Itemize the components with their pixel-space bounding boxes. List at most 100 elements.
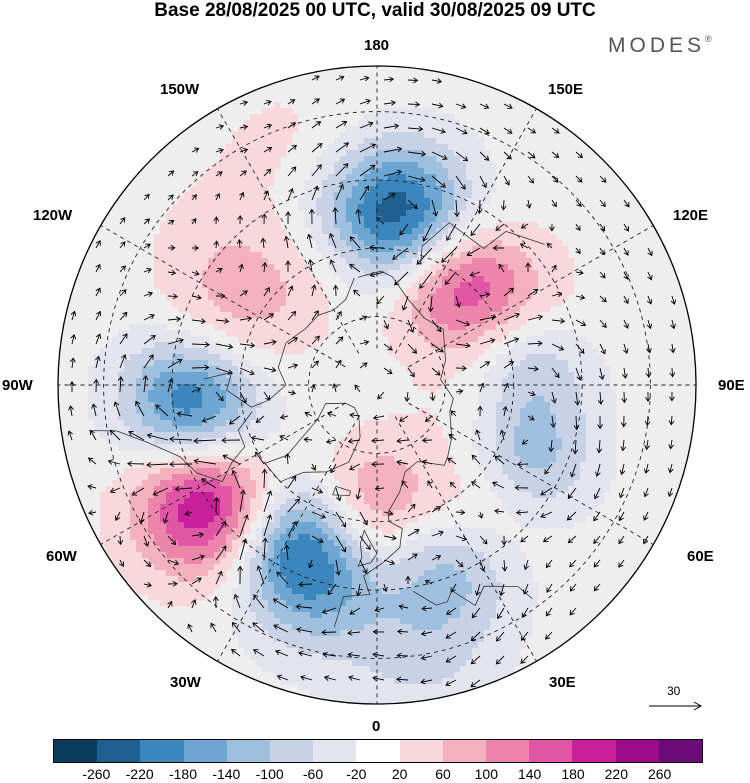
anomaly-cell [160,240,167,247]
anomaly-cell [136,582,143,589]
anomaly-cell [508,234,515,241]
anomaly-cell [322,324,329,331]
anomaly-cell [484,552,491,559]
anomaly-cell [568,342,575,349]
anomaly-cell [454,576,461,583]
anomaly-cell [202,390,209,397]
anomaly-cell [412,420,419,427]
anomaly-cell [106,408,113,415]
anomaly-cell [274,132,281,139]
anomaly-cell [346,132,353,139]
anomaly-cell [328,216,335,223]
anomaly-cell [316,522,323,529]
anomaly-cell [232,618,239,625]
anomaly-cell [400,192,407,199]
anomaly-cell [466,294,473,301]
anomaly-cell [376,180,383,187]
anomaly-cell [142,342,149,349]
anomaly-cell [412,258,419,265]
anomaly-cell [214,258,221,265]
anomaly-cell [316,174,323,181]
anomaly-cell [442,336,449,343]
anomaly-cell [394,234,401,241]
anomaly-cell [94,384,101,391]
anomaly-cell [304,210,311,217]
anomaly-cell [424,312,431,319]
anomaly-cell [274,102,281,109]
anomaly-cell [292,600,299,607]
anomaly-cell [124,420,131,427]
anomaly-cell [562,264,569,271]
anomaly-cell [376,228,383,235]
anomaly-cell [310,222,317,229]
anomaly-cell [274,138,281,145]
anomaly-cell [388,168,395,175]
anomaly-cell [454,162,461,169]
anomaly-cell [202,258,209,265]
anomaly-cell [316,552,323,559]
anomaly-cell [184,504,191,511]
anomaly-cell [568,366,575,373]
anomaly-cell [514,360,521,367]
anomaly-cell [394,240,401,247]
anomaly-cell [136,438,143,445]
anomaly-cell [376,456,383,463]
anomaly-cell [190,474,197,481]
anomaly-cell [448,606,455,613]
anomaly-cell [406,354,413,361]
anomaly-cell [370,426,377,433]
anomaly-cell [94,372,101,379]
anomaly-cell [328,240,335,247]
anomaly-cell [292,618,299,625]
anomaly-cell [154,384,161,391]
anomaly-cell [280,282,287,289]
anomaly-cell [160,228,167,235]
anomaly-cell [538,294,545,301]
anomaly-cell [238,480,245,487]
anomaly-cell [346,258,353,265]
anomaly-cell [382,588,389,595]
anomaly-cell [520,408,527,415]
anomaly-cell [262,192,269,199]
anomaly-cell [382,582,389,589]
anomaly-cell [514,348,521,355]
anomaly-cell [274,318,281,325]
anomaly-cell [208,552,215,559]
anomaly-cell [130,576,137,583]
anomaly-cell [214,306,221,313]
anomaly-cell [268,162,275,169]
anomaly-cell [202,564,209,571]
anomaly-cell [310,588,317,595]
anomaly-cell [238,486,245,493]
anomaly-cell [274,300,281,307]
anomaly-cell [514,354,521,361]
anomaly-cell [130,522,137,529]
anomaly-cell [256,264,263,271]
anomaly-cell [412,618,419,625]
anomaly-cell [112,384,119,391]
anomaly-cell [136,324,143,331]
anomaly-cell [460,186,467,193]
anomaly-cell [196,498,203,505]
anomaly-cell [262,270,269,277]
anomaly-cell [214,174,221,181]
anomaly-cell [112,342,119,349]
anomaly-cell [454,366,461,373]
anomaly-cell [190,372,197,379]
anomaly-cell [400,174,407,181]
anomaly-cell [286,642,293,649]
anomaly-cell [250,144,257,151]
anomaly-cell [202,588,209,595]
anomaly-cell [538,522,545,529]
anomaly-cell [412,462,419,469]
anomaly-cell [316,564,323,571]
anomaly-cell [190,276,197,283]
anomaly-cell [472,144,479,151]
anomaly-cell [526,618,533,625]
anomaly-cell [544,426,551,433]
anomaly-cell [316,540,323,547]
anomaly-cell [280,618,287,625]
anomaly-cell [346,180,353,187]
anomaly-cell [316,546,323,553]
anomaly-cell [394,228,401,235]
